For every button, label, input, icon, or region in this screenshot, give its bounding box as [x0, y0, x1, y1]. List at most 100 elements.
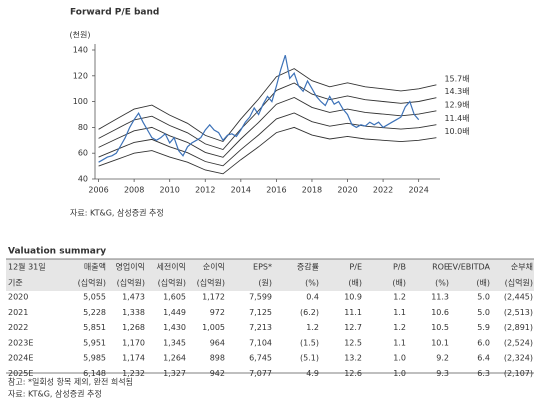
table-cell: 1,264: [163, 354, 186, 363]
table-header-cell: (원): [258, 279, 272, 288]
table-cell: 1,174: [122, 354, 145, 363]
x-tick-label: 2010: [160, 186, 180, 195]
table-cell: 2021: [8, 308, 28, 317]
table-cell: (6.2): [300, 308, 319, 317]
table-cell: 1,327: [163, 369, 186, 378]
table-cell: 5,055: [83, 293, 106, 302]
table-cell: 4.9: [306, 369, 319, 378]
table-header-cell: 영업이익: [116, 262, 145, 272]
table-header-cell: EV/EBITDA: [447, 263, 490, 272]
table-cell: 942: [210, 369, 225, 378]
x-tick-label: 2008: [124, 186, 144, 195]
table-cell: 7,213: [249, 323, 272, 332]
band-label: 10.0배: [444, 127, 469, 136]
table-cell: (2,524): [504, 338, 533, 347]
line: [98, 126, 437, 175]
band-label: 11.4배: [444, 114, 469, 123]
table-cell: 10.5: [431, 323, 449, 332]
line: [98, 55, 420, 163]
table-cell: 6.3: [477, 369, 490, 378]
table-cell: 2020: [8, 293, 28, 302]
x-tick-label: 2012: [195, 186, 215, 195]
table-cell: 1,232: [122, 369, 145, 378]
table-cell: 1,430: [163, 323, 186, 332]
note: 참고: *일회성 항목 제외, 완전 희석됨: [8, 377, 133, 387]
table-header-cell: P/E: [349, 263, 362, 272]
x-tick-label: 2022: [373, 186, 393, 195]
table-title: Valuation summary: [8, 247, 106, 257]
table-cell: 5,951: [83, 338, 106, 347]
table-cell: 5.9: [477, 323, 490, 332]
table-cell: 12.6: [344, 369, 362, 378]
table-cell: 2025E: [8, 369, 33, 378]
table-header-cell: (십억원): [505, 278, 533, 288]
table-cell: 12.5: [344, 338, 362, 347]
table-cell: (2,324): [504, 354, 533, 363]
y-axis-label: (천원): [70, 30, 91, 40]
table-cell: 12.7: [344, 323, 362, 332]
table-header-cell: (십억원): [158, 278, 186, 288]
table-header-cell: (배): [476, 279, 490, 288]
x-tick-label: 2020: [337, 186, 357, 195]
line: [98, 68, 437, 143]
table-header-cell: 증감률: [297, 262, 319, 272]
table-header-cell: 12월 31일: [8, 262, 46, 272]
y-tick-label: 120: [73, 71, 88, 80]
table-cell: 5,228: [83, 308, 106, 317]
table-cell: 5,985: [83, 354, 106, 363]
table-header-cell: 세전이익: [157, 262, 186, 272]
line: [98, 112, 437, 167]
y-tick-label: 60: [78, 149, 88, 158]
table-cell: 1,268: [122, 323, 145, 332]
table-cell: 13.2: [344, 354, 362, 363]
table-header-cell: (배): [392, 279, 406, 288]
table-cell: 2024E: [8, 354, 33, 363]
table-cell: 1.0: [393, 369, 406, 378]
table-header-cell: 순이익: [203, 262, 225, 272]
band-label: 12.9배: [444, 100, 469, 109]
table-cell: 10.6: [431, 308, 449, 317]
table-header-cell: 순부채: [511, 262, 533, 272]
table-cell: 6.4: [477, 354, 490, 363]
x-tick-label: 2016: [266, 186, 286, 195]
table-cell: 7,125: [249, 308, 272, 317]
table-cell: 7,104: [249, 338, 272, 347]
x-tick-label: 2018: [302, 186, 322, 195]
table-cell: 9.2: [436, 354, 449, 363]
table-cell: 6,745: [249, 354, 272, 363]
table-cell: 5.0: [477, 308, 490, 317]
table-cell: 1,338: [122, 308, 145, 317]
table-cell: 1.1: [393, 308, 406, 317]
band-label: 14.3배: [444, 87, 469, 96]
table-cell: 1.0: [393, 354, 406, 363]
table-cell: 1.2: [306, 323, 319, 332]
table-header-cell: (%): [435, 279, 449, 288]
table-cell: (2,513): [504, 308, 533, 317]
table-cell: 7,599: [249, 293, 272, 302]
table-cell: 1.2: [393, 323, 406, 332]
table-cell: (2,107): [504, 369, 533, 378]
table-cell: 898: [210, 354, 225, 363]
table-header-cell: ROE: [432, 263, 449, 272]
table-header-cell: (배): [348, 279, 362, 288]
table-header-cell: (십억원): [117, 278, 145, 288]
x-tick-label: 2014: [231, 186, 251, 195]
table-cell: 6,148: [83, 369, 106, 378]
table-cell: 11.1: [344, 308, 362, 317]
table-cell: (5.1): [300, 354, 319, 363]
table-cell: 1,005: [202, 323, 225, 332]
y-tick-label: 140: [73, 46, 88, 55]
table-header-cell: EPS*: [253, 263, 272, 272]
line: [98, 82, 437, 151]
table-header-cell: 매출액: [84, 262, 106, 272]
table-cell: 1,345: [163, 338, 186, 347]
table-cell: 10.9: [344, 293, 362, 302]
table-cell: 1,449: [163, 308, 186, 317]
table-cell: 1.1: [393, 338, 406, 347]
chart-title: Forward P/E band: [70, 8, 159, 18]
table-cell: (1.5): [300, 338, 319, 347]
table-cell: 1,170: [122, 338, 145, 347]
table-header-cell: 기준: [8, 279, 23, 288]
band-label: 15.7배: [444, 74, 469, 83]
